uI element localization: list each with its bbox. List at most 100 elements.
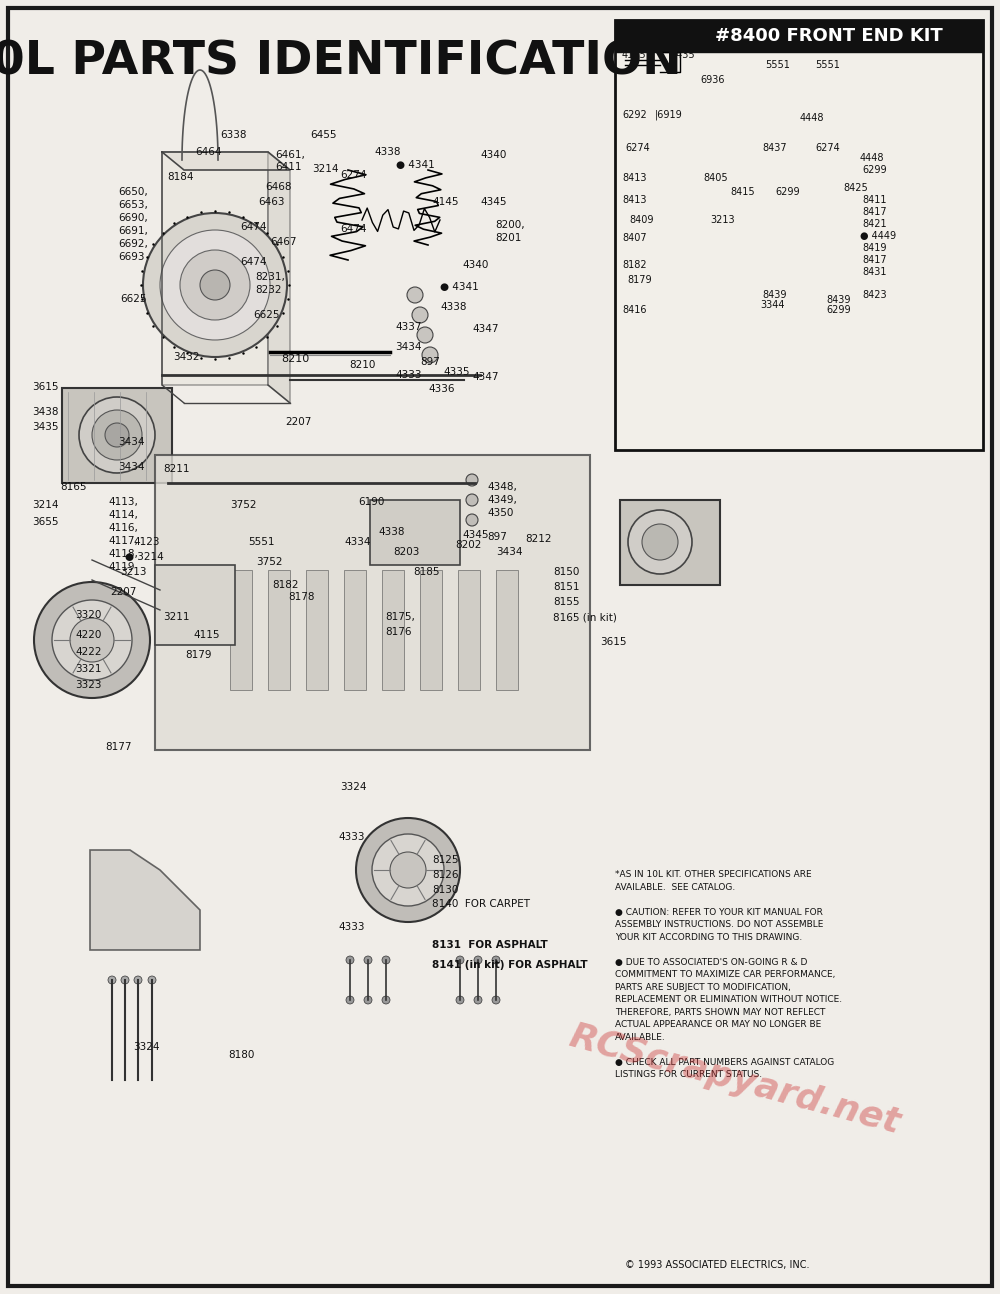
Text: 4222: 4222 <box>75 647 102 657</box>
Text: 8413: 8413 <box>622 195 646 204</box>
Bar <box>344 569 366 690</box>
Circle shape <box>466 494 478 506</box>
Text: 6292: 6292 <box>622 110 647 120</box>
Text: 4349,: 4349, <box>487 496 517 505</box>
Text: 3438: 3438 <box>32 408 58 417</box>
Bar <box>496 569 518 690</box>
Text: 8419: 8419 <box>862 243 887 254</box>
Text: 6474: 6474 <box>340 224 366 234</box>
Text: 8182: 8182 <box>622 260 647 270</box>
Text: 6625: 6625 <box>253 311 280 320</box>
Circle shape <box>492 956 500 964</box>
Text: *AS IN 10L KIT. OTHER SPECIFICATIONS ARE
AVAILABLE.  SEE CATALOG.

● CAUTION: RE: *AS IN 10L KIT. OTHER SPECIFICATIONS ARE… <box>615 870 842 1079</box>
Circle shape <box>466 474 478 487</box>
Text: 8210: 8210 <box>281 355 309 364</box>
Text: 6474: 6474 <box>240 258 266 267</box>
Circle shape <box>382 996 390 1004</box>
Text: 3655: 3655 <box>32 518 58 527</box>
Text: 4335: 4335 <box>443 367 470 377</box>
Bar <box>615 19 983 450</box>
Text: 8200,: 8200, <box>495 220 525 230</box>
Text: 5551: 5551 <box>248 537 274 547</box>
Circle shape <box>34 582 150 697</box>
Text: 8184: 8184 <box>167 172 194 182</box>
Text: 4350: 4350 <box>487 509 513 518</box>
Text: ● 3214: ● 3214 <box>125 553 164 562</box>
Circle shape <box>628 510 692 575</box>
Text: 3615: 3615 <box>32 382 58 392</box>
Text: 6461,: 6461, <box>275 150 305 160</box>
Text: 4348,: 4348, <box>487 481 517 492</box>
Circle shape <box>372 835 444 906</box>
Text: 8180: 8180 <box>228 1049 254 1060</box>
Text: 4448: 4448 <box>800 113 824 123</box>
Text: 8125
8126
8130
8140  FOR CARPET: 8125 8126 8130 8140 FOR CARPET <box>432 855 530 910</box>
Circle shape <box>474 996 482 1004</box>
Circle shape <box>346 956 354 964</box>
Text: 6690,: 6690, <box>118 214 148 223</box>
Circle shape <box>407 287 423 303</box>
Text: 8407: 8407 <box>622 233 647 243</box>
Circle shape <box>412 307 428 324</box>
Text: 8185: 8185 <box>413 567 440 577</box>
Text: 8425: 8425 <box>843 182 868 193</box>
Text: 4116,: 4116, <box>108 523 138 533</box>
Text: 3324: 3324 <box>340 782 366 792</box>
Text: 2207: 2207 <box>285 417 311 427</box>
Text: 8437: 8437 <box>762 144 787 153</box>
Text: 3615: 3615 <box>600 637 626 647</box>
Text: 6691,: 6691, <box>118 226 148 236</box>
Text: 8177: 8177 <box>105 741 132 752</box>
Text: 4114,: 4114, <box>108 510 138 520</box>
Text: 4340: 4340 <box>480 150 506 160</box>
Text: 6474: 6474 <box>240 223 266 232</box>
Circle shape <box>492 996 500 1004</box>
Text: 8416: 8416 <box>622 305 646 314</box>
Text: 3434: 3434 <box>118 462 144 472</box>
Text: 8179: 8179 <box>627 276 652 285</box>
Text: 6463: 6463 <box>258 197 285 207</box>
Text: 4113,: 4113, <box>108 497 138 507</box>
Text: 8439: 8439 <box>762 290 786 300</box>
Text: 3214: 3214 <box>312 164 338 173</box>
Text: 8165: 8165 <box>60 481 87 492</box>
Text: 8431: 8431 <box>862 267 887 277</box>
Text: 6299: 6299 <box>775 188 800 197</box>
Text: 8202: 8202 <box>455 540 481 550</box>
Bar <box>155 565 235 644</box>
Text: 4118,: 4118, <box>108 549 138 559</box>
Text: 6274: 6274 <box>625 144 650 153</box>
Circle shape <box>417 327 433 343</box>
Text: 3432: 3432 <box>173 352 200 362</box>
Text: 3752: 3752 <box>256 556 283 567</box>
Circle shape <box>79 397 155 474</box>
Text: 8411: 8411 <box>862 195 887 204</box>
Text: |6919: |6919 <box>655 110 683 120</box>
Polygon shape <box>90 850 200 950</box>
Text: 3752: 3752 <box>230 499 256 510</box>
Text: 4334: 4334 <box>344 537 370 547</box>
Text: 4338: 4338 <box>378 527 404 537</box>
Text: ● 4341: ● 4341 <box>440 282 479 292</box>
Circle shape <box>356 818 460 923</box>
Text: 6299: 6299 <box>862 166 887 175</box>
Text: 3323: 3323 <box>75 681 102 690</box>
Text: 6411: 6411 <box>275 162 302 172</box>
Text: 6467: 6467 <box>270 237 296 247</box>
Circle shape <box>105 423 129 446</box>
Text: 8141 (in kit) FOR ASPHALT: 8141 (in kit) FOR ASPHALT <box>432 960 588 970</box>
Text: 6692,: 6692, <box>118 239 148 248</box>
Text: 8176: 8176 <box>385 628 412 637</box>
Text: 8231,: 8231, <box>255 272 285 282</box>
Circle shape <box>108 976 116 983</box>
Text: 4333: 4333 <box>338 923 364 932</box>
Circle shape <box>364 996 372 1004</box>
Text: 5551: 5551 <box>765 60 790 70</box>
Text: 8405: 8405 <box>703 173 728 182</box>
Circle shape <box>121 976 129 983</box>
Text: 4117,: 4117, <box>108 536 138 546</box>
Text: 8417: 8417 <box>862 207 887 217</box>
Text: 6693: 6693 <box>118 252 144 261</box>
Text: 8175,: 8175, <box>385 612 415 622</box>
Circle shape <box>382 956 390 964</box>
